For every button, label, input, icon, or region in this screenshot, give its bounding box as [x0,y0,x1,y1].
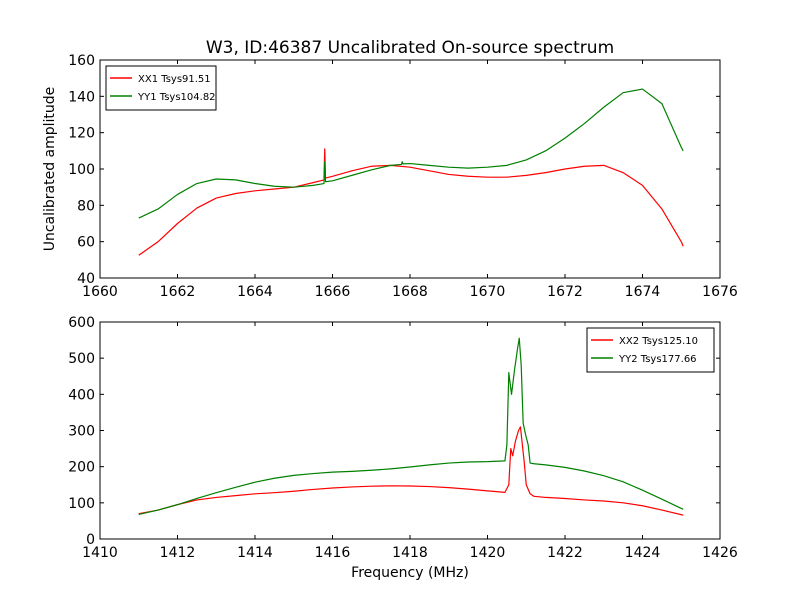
bottom-series-line-2 [138,337,684,515]
top-x-tick-label: 1674 [625,284,661,300]
bottom-x-tick-label: 1420 [470,545,506,561]
bottom-y-tick-label: 0 [86,532,95,548]
bottom-x-tick-label: 1416 [315,545,351,561]
top-legend-label-1: XX1 Tsys91.51 [138,74,211,85]
bottom-y-tick-label: 600 [68,315,95,331]
top-y-tick-label: 140 [68,89,95,105]
top-x-tick-label: 1664 [237,284,273,300]
bottom-legend-label-1: XX2 Tsys125.10 [619,336,698,347]
bottom-x-tick-label: 1410 [82,545,118,561]
bottom-legend-box [586,327,715,373]
top-y-tick-label: 120 [68,126,95,142]
top-x-tick-label: 1666 [315,284,351,300]
top-y-axis-label: Uncalibrated amplitude [42,87,58,252]
bottom-panel: 1410 1412 1414 1416 1418 1420 1422 1424 1426 0 100… [68,315,738,561]
top-y-tick-label: 60 [77,235,95,251]
top-legend-label-2: YY1 Tsys104.82 [137,92,216,103]
bottom-x-tick-label: 1424 [625,545,661,561]
bottom-y-tick-label: 500 [68,351,95,367]
x-axis-label: Frequency (MHz) [351,565,469,581]
bottom-y-tick-label: 200 [68,460,95,476]
top-y-tick-label: 100 [68,162,95,178]
bottom-x-tick-label: 1414 [237,545,273,561]
bottom-x-tick-label: 1412 [160,545,196,561]
bottom-x-tick-label: 1418 [392,545,428,561]
top-panel: 1660 1662 1664 1666 1668 1670 1672 1674 1676 40 60… [42,53,738,300]
top-x-tick-label: 1672 [547,284,583,300]
top-series-line-2 [138,88,684,219]
top-x-tick-label: 1676 [702,284,738,300]
top-series-line-1 [138,148,684,256]
chart-title: W3, ID:46387 Uncalibrated On-source spec… [206,38,614,58]
top-x-tick-label: 1660 [82,284,118,300]
bottom-y-tick-label: 300 [68,424,95,440]
bottom-legend-label-2: YY2 Tsys177.66 [618,354,697,365]
top-x-tick-label: 1668 [392,284,428,300]
top-y-tick-label: 160 [68,53,95,69]
top-y-tick-label: 80 [77,198,95,214]
bottom-series-line-1 [138,426,684,516]
bottom-x-tick-label: 1422 [547,545,583,561]
bottom-y-tick-label: 100 [68,496,95,512]
top-y-tick-label: 40 [77,271,95,287]
top-x-tick-label: 1662 [160,284,196,300]
top-legend-box [105,65,217,111]
bottom-x-tick-label: 1426 [702,545,738,561]
bottom-y-tick-label: 400 [68,387,95,403]
top-x-tick-label: 1670 [470,284,506,300]
